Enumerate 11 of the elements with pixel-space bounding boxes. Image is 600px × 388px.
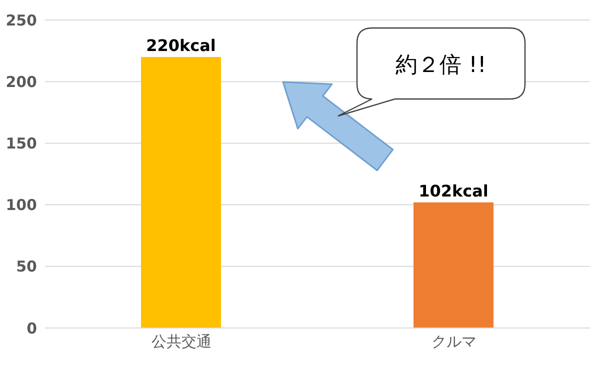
data-label: 220kcal [146, 36, 216, 55]
y-tick-label: 0 [26, 319, 37, 338]
y-tick-label: 150 [6, 134, 37, 153]
annotation: 約２倍 !! [396, 53, 486, 78]
x-tick-label: 公共交通 [151, 332, 212, 351]
y-tick-label: 200 [6, 72, 37, 91]
x-tick-label: クルマ [431, 332, 476, 351]
data-label: 102kcal [418, 181, 488, 200]
y-tick-label: 100 [6, 196, 37, 214]
y-tick-label: 50 [16, 258, 37, 276]
y-tick-label: 250 [6, 11, 37, 30]
